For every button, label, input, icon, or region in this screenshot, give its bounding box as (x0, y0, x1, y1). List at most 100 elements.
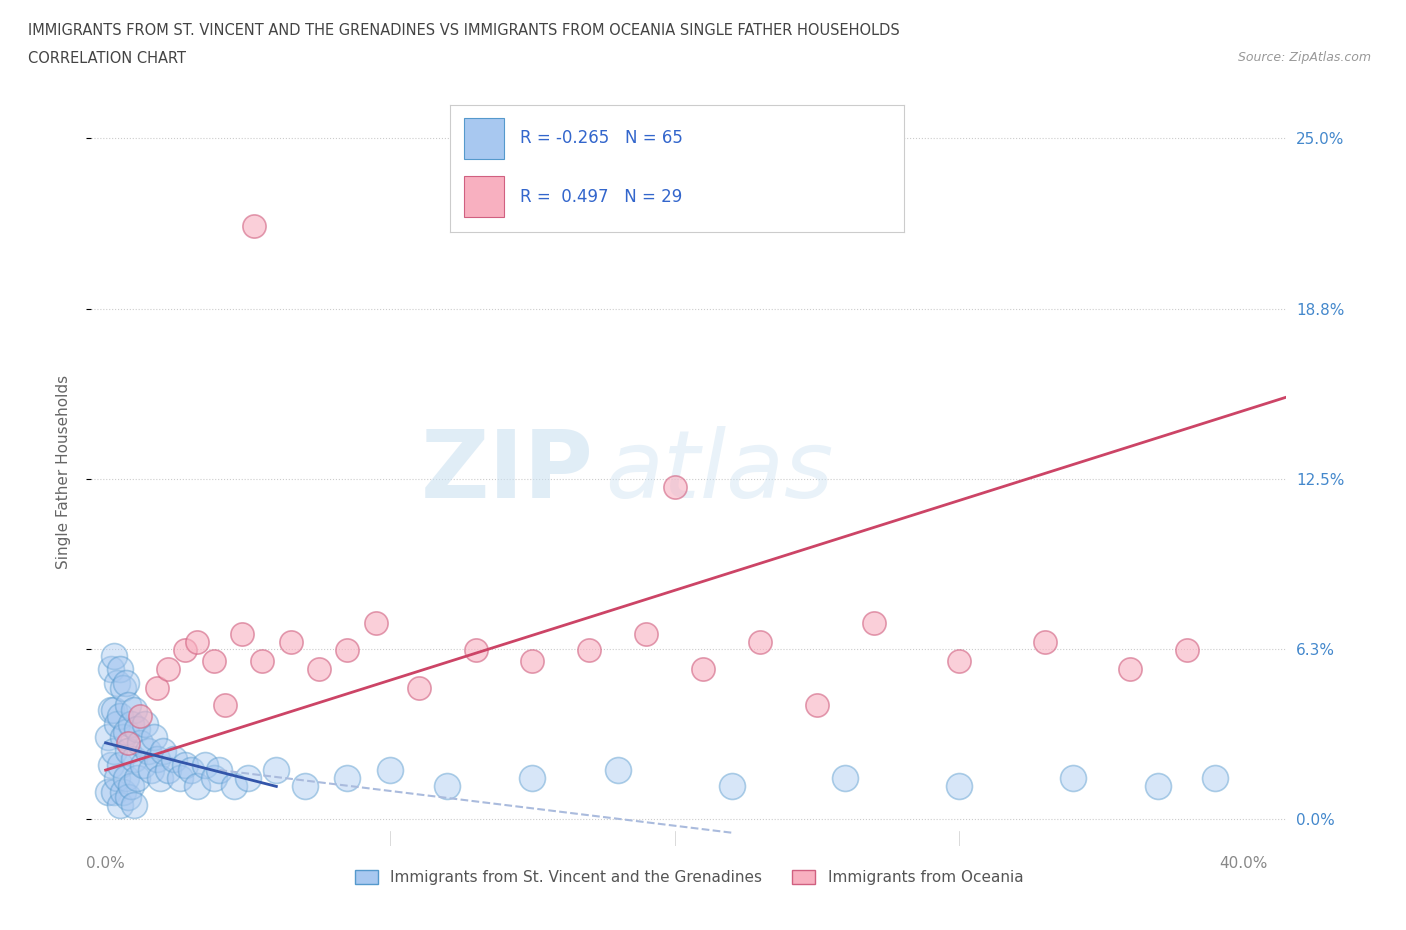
Point (186, 634, 208, 649)
Point (194, 757, 217, 772)
Point (266, 763, 288, 777)
Point (128, 708, 150, 723)
Point (114, 771, 136, 786)
Point (146, 751, 169, 766)
Point (364, 616, 387, 631)
Point (97, 730, 120, 745)
Point (117, 736, 139, 751)
Point (948, 779, 970, 794)
Point (1033, 634, 1056, 649)
Point (128, 736, 150, 751)
Point (222, 779, 245, 794)
Text: Source: ZipAtlas.com: Source: ZipAtlas.com (1237, 51, 1371, 64)
Point (163, 751, 186, 766)
Point (720, 779, 742, 794)
Y-axis label: Single Father Households: Single Father Households (56, 375, 70, 569)
Point (111, 681, 134, 696)
Point (117, 744, 139, 759)
Text: CORRELATION CHART: CORRELATION CHART (28, 51, 186, 66)
Point (636, 627, 658, 642)
Point (294, 779, 316, 794)
Point (231, 627, 253, 642)
Point (664, 480, 686, 495)
Point (105, 716, 128, 731)
Point (114, 724, 136, 739)
Point (174, 757, 197, 772)
Point (606, 763, 628, 777)
Point (806, 698, 828, 712)
Point (122, 798, 145, 813)
Point (141, 763, 163, 777)
Point (464, 643, 486, 658)
Point (122, 703, 145, 718)
Point (149, 771, 172, 786)
Point (117, 698, 139, 712)
Point (408, 681, 430, 696)
Point (186, 779, 208, 794)
Point (692, 662, 714, 677)
Point (97, 784, 120, 799)
Point (103, 744, 125, 759)
Point (120, 716, 142, 731)
Point (103, 703, 125, 718)
Point (143, 730, 166, 745)
Point (242, 219, 264, 233)
Point (105, 675, 128, 690)
Point (1175, 643, 1198, 658)
Point (111, 730, 134, 745)
Point (202, 771, 225, 786)
Point (336, 771, 359, 786)
Point (250, 654, 273, 669)
Point (214, 698, 236, 712)
Point (111, 784, 134, 799)
Point (948, 654, 970, 669)
Point (103, 648, 125, 663)
Point (1119, 662, 1142, 677)
Point (125, 771, 148, 786)
Point (378, 763, 402, 777)
Point (108, 798, 131, 813)
Point (100, 662, 122, 677)
Point (436, 779, 458, 794)
Point (108, 708, 131, 723)
Point (522, 654, 544, 669)
Legend: Immigrants from St. Vincent and the Grenadines, Immigrants from Oceania: Immigrants from St. Vincent and the Gren… (349, 864, 1029, 891)
Point (100, 757, 122, 772)
Point (136, 744, 159, 759)
Point (522, 771, 544, 786)
Point (280, 634, 302, 649)
Point (146, 681, 169, 696)
Point (1204, 771, 1226, 786)
Text: atlas: atlas (605, 427, 834, 517)
Text: IMMIGRANTS FROM ST. VINCENT AND THE GRENADINES VS IMMIGRANTS FROM OCEANIA SINGLE: IMMIGRANTS FROM ST. VINCENT AND THE GREN… (28, 23, 900, 38)
Point (105, 771, 128, 786)
Point (1062, 771, 1084, 786)
Point (336, 643, 359, 658)
Point (578, 643, 600, 658)
Point (157, 662, 180, 677)
Point (236, 771, 259, 786)
Point (749, 634, 772, 649)
Point (863, 616, 886, 631)
Point (108, 757, 131, 772)
Point (180, 763, 202, 777)
Point (131, 757, 153, 772)
Point (308, 662, 330, 677)
Point (834, 771, 856, 786)
Point (1147, 779, 1170, 794)
Point (157, 763, 180, 777)
Point (125, 722, 148, 737)
Point (208, 763, 231, 777)
Point (174, 643, 197, 658)
Point (120, 779, 142, 794)
Text: ZIP: ZIP (420, 426, 593, 518)
Point (114, 675, 136, 690)
Point (117, 790, 139, 804)
Point (100, 703, 122, 718)
Point (152, 744, 174, 759)
Point (103, 784, 125, 799)
Point (202, 654, 225, 669)
Point (122, 751, 145, 766)
Point (169, 771, 191, 786)
Point (134, 716, 156, 731)
